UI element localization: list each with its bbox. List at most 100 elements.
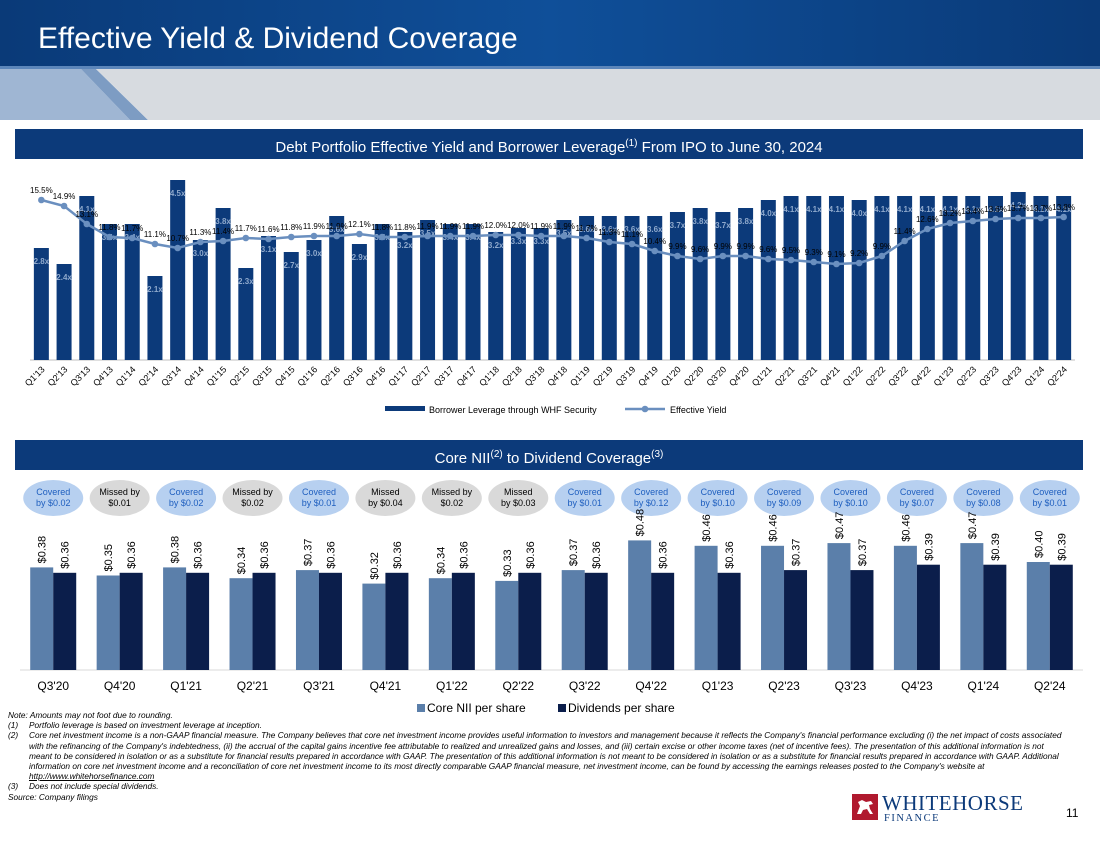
yield-data-label: 9.9% [668,242,686,251]
dividend-bar [784,570,808,670]
x-tick-label: Q3'22 [569,679,601,693]
leverage-data-label: 3.6x [579,225,595,234]
yield-data-label: 11.8% [371,223,393,232]
yield-data-label: 15.5% [30,186,53,195]
coverage-badge-line1: Covered [1033,487,1067,497]
x-tick-label: Q3'21 [795,364,819,388]
leverage-bar [192,240,208,360]
x-tick-label: Q3'13 [68,364,92,388]
yield-data-label: 12.0% [484,221,507,230]
coverage-badge [156,480,217,516]
footnote-number: (1) [8,720,19,731]
leverage-data-label: 3.2x [488,241,504,250]
yield-data-label: 9.6% [759,245,777,254]
x-tick-label: Q1'19 [568,364,592,388]
x-tick-label: Q3'21 [303,679,335,693]
yield-data-label: 11.9% [326,222,348,231]
yield-data-label: 11.7% [121,224,143,233]
coverage-chart-banner: Core NII(2) to Dividend Coverage(3) [15,440,1083,470]
yield-data-label: 11.9% [417,222,439,231]
x-tick-label: Q3'17 [432,364,456,388]
footnote-3: (3) Does not include special dividends. [8,781,1068,791]
yield-data-label: 9.1% [827,250,845,259]
leverage-bar [806,196,822,360]
leverage-bar [374,224,390,360]
x-tick-label: Q1'21 [170,679,202,693]
core-nii-data-label: $0.46 [900,514,912,542]
dividend-data-label: $0.36 [658,541,670,569]
x-tick-label: Q2'15 [227,364,251,388]
x-tick-label: Q1'13 [23,364,47,388]
website-link[interactable]: http://www.whitehorsefinance.com [29,771,155,782]
coverage-badge [288,480,349,516]
coverage-badge-line1: Covered [900,487,934,497]
x-tick-label: Q4'20 [727,364,751,388]
coverage-badge [754,480,815,516]
leverage-data-label: 4.1x [1056,205,1072,214]
yield-data-label: 9.3% [805,248,823,257]
footnotes: Note: Amounts may not foot due to roundi… [8,710,1068,802]
x-tick-label: Q1'22 [841,364,865,388]
yield-data-label: 11.8% [394,223,416,232]
dividend-bar [651,572,675,670]
yield-data-label: 13.7% [1007,204,1030,213]
leverage-data-label: 3.8x [692,217,708,226]
leverage-bar [124,224,140,360]
dividend-bar [584,572,608,670]
x-tick-label: Q2'16 [318,364,342,388]
core-nii-data-label: $0.37 [568,539,580,567]
coverage-badge [820,480,881,516]
coverage-badge-line1: Covered [568,487,602,497]
core-nii-bar [163,567,187,670]
x-tick-label: Q1'24 [1022,364,1046,388]
leverage-bar [170,180,186,360]
leverage-data-label: 4.1x [897,205,913,214]
leverage-bar [624,216,640,360]
core-nii-data-label: $0.38 [37,536,49,564]
leverage-bar [601,216,617,360]
yield-point [174,244,181,252]
coverage-badge-line2: $0.02 [241,498,264,508]
yield-data-label: 9.9% [714,242,732,251]
leverage-data-label: 3.3x [533,237,549,246]
leverage-bar [692,208,708,360]
yield-data-label: 9.5% [782,246,800,255]
coverage-badge-line1: Covered [767,487,801,497]
coverage-badge-line2: by $0.07 [900,498,935,508]
yield-data-label: 11.1% [621,230,643,239]
yield-point [197,238,204,246]
dividend-bar [252,572,276,670]
yield-point [515,231,522,239]
x-tick-label: Q1'18 [477,364,501,388]
dividend-data-label: $0.36 [325,541,337,569]
yield-point [128,234,136,242]
leverage-data-label: 4.1x [806,205,822,214]
leverage-data-label: 3.7x [715,221,731,230]
leverage-bar [329,216,345,360]
x-tick-label: Q4'22 [909,364,933,388]
leverage-data-label: 4.0x [851,209,867,218]
core-nii-data-label: $0.48 [635,509,647,537]
x-tick-label: Q3'23 [835,679,867,693]
yield-data-label: 9.2% [850,249,868,258]
x-tick-label: Q1'22 [436,679,468,693]
effective-yield-line [41,198,1064,266]
x-tick-label: Q3'20 [704,364,728,388]
leverage-bar [738,208,754,360]
x-tick-label: Q2'19 [591,364,615,388]
x-tick-label: Q4'22 [635,679,667,693]
leverage-bar [533,228,549,360]
yield-point [924,225,931,233]
leverage-bar [261,236,277,360]
leverage-data-label: 2.4x [56,273,72,282]
yield-data-label: 11.7% [576,224,598,233]
page-title: Effective Yield & Dividend Coverage [38,22,518,55]
yield-point [674,252,681,260]
x-tick-label: Q2'20 [682,364,706,388]
leverage-data-label: 3.6x [329,225,345,234]
leverage-data-label: 4.5x [170,189,186,198]
leverage-bar [874,196,890,360]
footnote-text: Does not include special dividends. [29,781,159,792]
header-graphic [0,0,1100,120]
